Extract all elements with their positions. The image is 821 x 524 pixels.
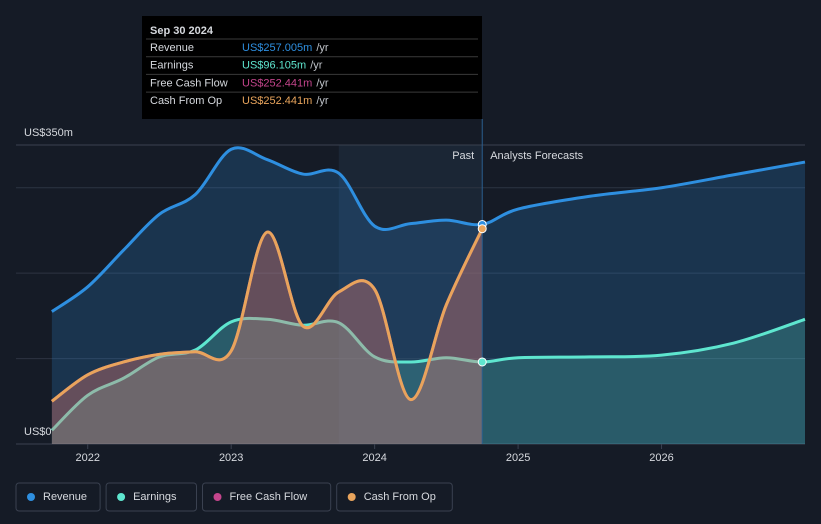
series-area bbox=[51, 147, 805, 444]
tooltip-amount: US$257.005m bbox=[242, 42, 312, 54]
legend-item[interactable]: Cash From Op bbox=[336, 482, 453, 512]
tooltip-value: US$96.105m/yr bbox=[242, 60, 323, 72]
tooltip-label: Cash From Op bbox=[150, 95, 222, 107]
tooltip-label: Revenue bbox=[150, 42, 194, 54]
legend-swatch bbox=[213, 493, 222, 501]
series-line bbox=[51, 146, 806, 313]
tooltip-label: Earnings bbox=[150, 60, 194, 72]
y-tick-label: US$0 bbox=[24, 426, 52, 438]
legend-swatch bbox=[347, 493, 356, 501]
series-area bbox=[51, 228, 483, 444]
legend-swatch bbox=[27, 493, 35, 501]
tooltip-amount: US$252.441m bbox=[242, 95, 312, 107]
legend-item[interactable]: Free Cash Flow bbox=[202, 482, 332, 512]
tooltip-unit: /yr bbox=[316, 77, 329, 89]
y-tick-label: US$350m bbox=[24, 127, 73, 139]
tooltip-unit: /yr bbox=[316, 42, 329, 54]
legend-label: Cash From Op bbox=[364, 491, 436, 503]
legend-label: Free Cash Flow bbox=[230, 491, 308, 503]
x-tick-label: 2022 bbox=[75, 452, 99, 464]
series-area bbox=[51, 228, 483, 444]
forecast-label: Analysts Forecasts bbox=[490, 150, 583, 162]
plot: US$0 US$350m 2022 2023 2024 2025 2026 Past Analy… bbox=[16, 119, 806, 464]
highlight-band bbox=[338, 145, 483, 444]
legend-box bbox=[15, 482, 101, 512]
tooltip-date: Sep 30 2024 bbox=[150, 25, 214, 37]
tooltip: Sep 30 2024 Revenue US$257.005m/yr Earning… bbox=[142, 16, 482, 119]
legend-swatch bbox=[117, 493, 126, 501]
series-line bbox=[50, 228, 484, 403]
legend-item[interactable]: Revenue bbox=[15, 482, 101, 512]
tooltip-value: US$252.441m/yr bbox=[242, 95, 329, 107]
tooltip-amount: US$96.105m bbox=[242, 60, 306, 72]
legend-box bbox=[105, 482, 197, 512]
x-tick-label: 2026 bbox=[649, 452, 673, 464]
legend-box bbox=[202, 482, 332, 512]
highlight-point bbox=[477, 224, 487, 234]
tooltip-value: US$252.441m/yr bbox=[242, 77, 329, 89]
x-tick-label: 2023 bbox=[219, 452, 243, 464]
legend-item[interactable]: Earnings bbox=[105, 482, 197, 512]
tooltip-unit: /yr bbox=[310, 60, 323, 72]
tooltip-unit: /yr bbox=[316, 95, 329, 107]
legend-label: Revenue bbox=[43, 491, 87, 503]
tooltip-value: US$257.005m/yr bbox=[242, 42, 329, 54]
tooltip-box bbox=[142, 16, 482, 119]
tooltip-amount: US$252.441m bbox=[242, 77, 312, 89]
series-line bbox=[50, 316, 806, 432]
x-tick-label: 2025 bbox=[506, 452, 530, 464]
tooltip-label: Free Cash Flow bbox=[150, 77, 228, 89]
highlight-point bbox=[477, 357, 487, 367]
legend-label: Earnings bbox=[133, 491, 177, 503]
past-label: Past bbox=[452, 150, 474, 162]
legend: Revenue Earnings Free Cash Flow Cash From O… bbox=[15, 482, 453, 512]
x-tick-label: 2024 bbox=[362, 452, 386, 464]
legend-box bbox=[336, 482, 453, 512]
series-area bbox=[51, 318, 805, 444]
